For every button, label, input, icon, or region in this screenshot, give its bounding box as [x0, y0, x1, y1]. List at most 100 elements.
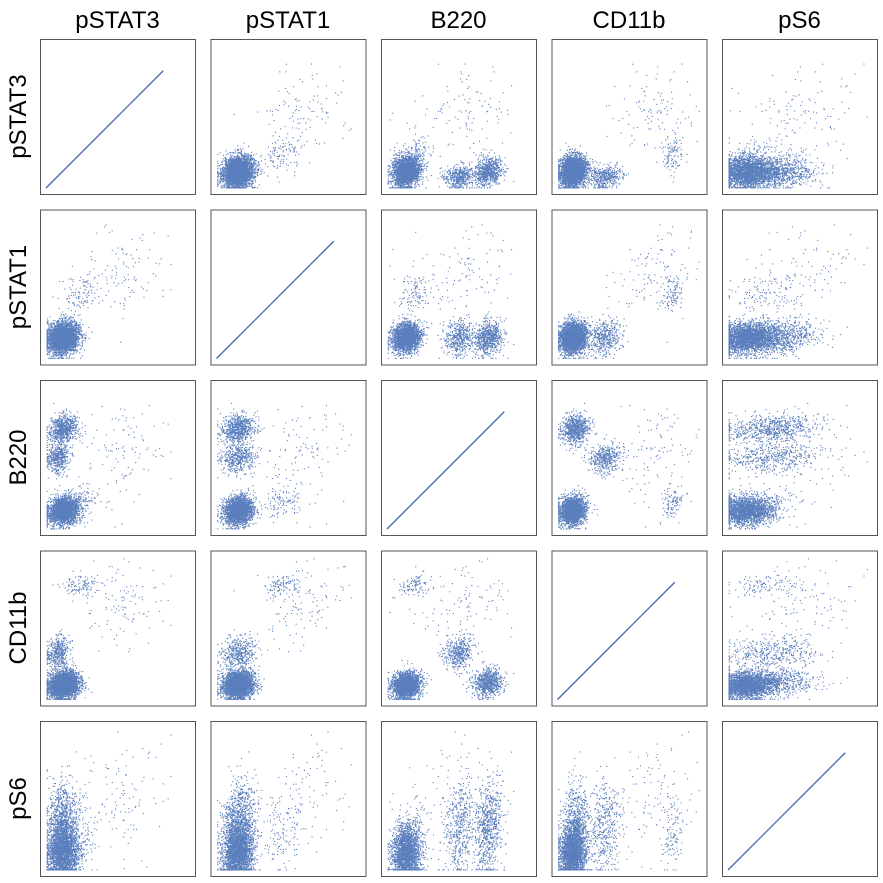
data-point	[255, 160, 256, 161]
data-point	[231, 183, 232, 184]
data-point	[250, 169, 251, 170]
data-point	[255, 187, 256, 188]
data-point	[280, 146, 281, 147]
data-point	[290, 151, 291, 152]
data-point	[236, 181, 237, 182]
data-point	[228, 170, 229, 171]
data-point	[230, 166, 231, 167]
data-point	[283, 159, 284, 160]
data-point	[241, 170, 242, 171]
data-point	[279, 155, 280, 156]
data-point	[273, 147, 274, 148]
data-point	[225, 174, 226, 175]
data-point	[241, 158, 242, 159]
data-point	[241, 167, 242, 168]
row-label: CD11b	[5, 592, 32, 665]
data-point	[220, 165, 221, 166]
data-point	[297, 140, 298, 141]
data-point	[283, 161, 284, 162]
data-point	[259, 174, 260, 175]
data-point	[226, 182, 227, 183]
data-point	[254, 169, 255, 170]
data-point	[245, 162, 246, 163]
data-point	[245, 176, 246, 177]
data-point	[244, 165, 245, 166]
data-point	[233, 166, 234, 167]
data-point	[224, 173, 225, 174]
data-point	[253, 164, 254, 165]
data-point	[272, 151, 273, 152]
data-point	[249, 173, 250, 174]
data-point	[242, 155, 243, 156]
data-point	[227, 186, 228, 187]
data-point	[234, 171, 235, 172]
data-point	[233, 164, 234, 165]
data-point	[252, 165, 253, 166]
data-point	[232, 167, 233, 168]
data-point	[219, 165, 220, 166]
data-point	[226, 171, 227, 172]
data-point	[238, 186, 239, 187]
data-point	[226, 161, 227, 162]
data-point	[261, 160, 262, 161]
data-point	[230, 162, 231, 163]
data-point	[230, 152, 231, 153]
data-point	[267, 176, 268, 177]
data-point	[232, 152, 233, 153]
data-point	[239, 180, 240, 181]
data-point	[241, 180, 242, 181]
data-point	[242, 180, 243, 181]
data-point	[231, 161, 232, 162]
data-point	[236, 180, 237, 181]
data-point	[225, 178, 226, 179]
data-point	[217, 168, 218, 169]
data-point	[217, 176, 218, 177]
data-point	[255, 173, 256, 174]
data-point	[274, 155, 275, 156]
data-point	[226, 170, 227, 171]
row-label: B220	[5, 429, 32, 485]
data-point	[255, 177, 256, 178]
data-point	[240, 158, 241, 159]
data-point	[277, 177, 278, 178]
data-point	[285, 143, 286, 144]
data-point	[230, 159, 231, 160]
data-point	[244, 160, 245, 161]
data-point	[236, 184, 237, 185]
data-point	[238, 174, 239, 175]
data-point	[238, 187, 239, 188]
data-point	[254, 161, 255, 162]
data-point	[218, 168, 219, 169]
data-point	[217, 185, 218, 186]
data-point	[241, 172, 242, 173]
data-point	[230, 176, 231, 177]
data-point	[269, 155, 270, 156]
data-point	[261, 155, 262, 156]
data-point	[237, 153, 238, 154]
data-point	[219, 183, 220, 184]
data-point	[232, 155, 233, 156]
data-point	[260, 168, 261, 169]
data-point	[242, 177, 243, 178]
data-point	[231, 187, 232, 188]
data-point	[219, 181, 220, 182]
data-point	[235, 168, 236, 169]
data-point	[249, 156, 250, 157]
data-point	[283, 143, 284, 144]
data-point	[288, 142, 289, 143]
data-point	[235, 159, 236, 160]
data-point	[252, 180, 253, 181]
data-point	[272, 143, 273, 144]
data-point	[229, 167, 230, 168]
data-point	[224, 187, 225, 188]
column-label: pS6	[778, 7, 821, 34]
data-point	[237, 156, 238, 157]
data-point	[245, 186, 246, 187]
data-point	[281, 155, 282, 156]
data-point	[242, 156, 243, 157]
data-point	[255, 181, 256, 182]
data-point	[234, 174, 235, 175]
data-point	[242, 183, 243, 184]
data-point	[249, 177, 250, 178]
data-point	[220, 179, 221, 180]
